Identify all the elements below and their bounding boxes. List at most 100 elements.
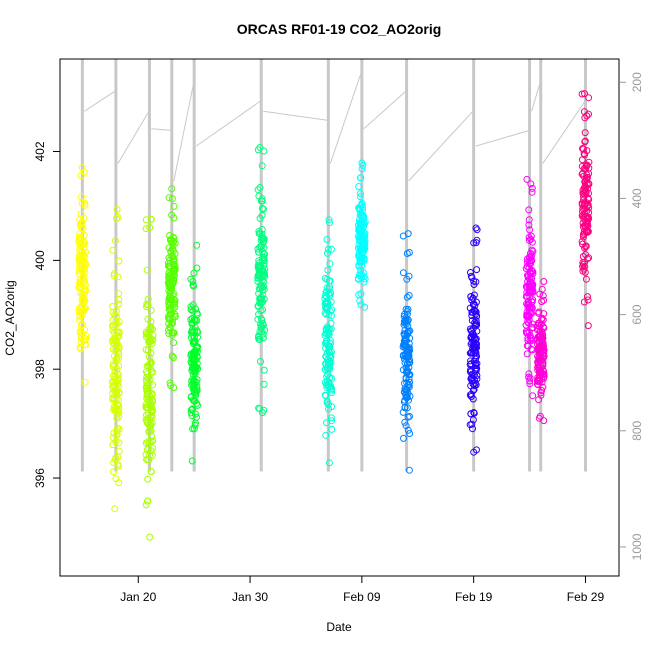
data-point — [322, 431, 330, 439]
data-point — [326, 291, 334, 299]
data-point — [356, 297, 364, 305]
data-point — [149, 444, 157, 452]
data-point — [537, 391, 545, 399]
altitude-connector — [329, 70, 363, 164]
data-point — [112, 475, 120, 483]
data-point — [402, 364, 410, 372]
data-point — [403, 404, 411, 412]
data-point — [187, 275, 195, 283]
data-point — [537, 368, 545, 376]
data-point — [147, 338, 154, 346]
data-point — [473, 226, 481, 234]
data-point — [524, 312, 532, 320]
data-point — [114, 461, 122, 468]
data-point — [401, 334, 409, 342]
data-point — [149, 325, 156, 333]
data-point — [142, 501, 150, 509]
altitude-connector — [173, 80, 195, 182]
data-point — [473, 266, 481, 274]
data-point — [190, 370, 197, 378]
data-point — [115, 462, 123, 470]
data-point — [191, 397, 199, 405]
data-point — [254, 315, 262, 323]
data-point — [192, 364, 200, 372]
data-point — [359, 223, 367, 231]
data-point — [581, 129, 589, 137]
altitude-connector — [151, 128, 172, 131]
data-point — [584, 213, 592, 221]
data-point — [81, 268, 89, 276]
data-point — [533, 380, 541, 388]
data-point — [169, 354, 177, 362]
data-point — [189, 375, 197, 383]
data-point — [259, 321, 267, 329]
data-point — [579, 169, 587, 177]
data-point — [261, 326, 269, 334]
data-point — [527, 235, 535, 243]
data-point — [540, 375, 547, 383]
data-point — [469, 395, 477, 403]
data-point — [114, 380, 122, 388]
data-point — [527, 249, 534, 257]
data-point — [148, 340, 156, 348]
data-point — [110, 459, 118, 467]
data-point — [77, 193, 85, 201]
data-point — [356, 270, 364, 278]
data-point — [361, 303, 369, 311]
data-point — [528, 188, 536, 196]
data-point — [260, 237, 268, 245]
data-point — [76, 216, 84, 224]
data-point — [467, 357, 475, 365]
data-point — [254, 146, 262, 154]
data-point — [188, 320, 196, 328]
data-point — [81, 285, 88, 293]
data-point — [111, 505, 119, 513]
data-point — [189, 425, 197, 433]
data-point — [111, 361, 119, 369]
data-point — [113, 215, 120, 223]
data-point — [323, 305, 331, 313]
y2-tick-label: 600 — [630, 304, 644, 324]
x-tick-label: Feb 09 — [343, 590, 381, 604]
y2-tick-label: 800 — [630, 420, 644, 440]
data-point — [539, 359, 547, 367]
data-point — [78, 199, 86, 207]
data-point — [258, 195, 266, 203]
data-point — [537, 320, 545, 328]
data-point — [115, 257, 123, 265]
data-point — [149, 398, 156, 406]
data-point — [581, 258, 589, 266]
data-point — [261, 265, 269, 273]
data-point — [193, 309, 201, 317]
data-point — [189, 307, 197, 315]
data-point — [165, 194, 173, 202]
data-point — [143, 387, 151, 395]
data-point — [257, 282, 265, 290]
data-point — [403, 275, 411, 283]
data-point — [405, 249, 413, 256]
data-point — [114, 213, 122, 221]
data-point — [254, 271, 262, 279]
data-point — [328, 425, 336, 433]
data-point — [115, 409, 123, 417]
data-point — [578, 156, 586, 164]
data-point — [523, 311, 531, 319]
data-point — [109, 246, 117, 254]
data-point — [401, 327, 409, 335]
data-point — [325, 459, 333, 467]
data-point — [113, 206, 121, 213]
data-point — [403, 379, 411, 387]
data-point — [149, 381, 157, 389]
data-point — [80, 258, 87, 266]
data-point — [529, 288, 537, 296]
altitude-connector — [475, 129, 530, 147]
data-point — [144, 414, 152, 422]
data-point — [401, 310, 408, 318]
data-point — [404, 413, 412, 421]
data-point — [469, 294, 477, 302]
data-point — [468, 339, 476, 347]
data-point — [113, 407, 121, 415]
data-point — [190, 282, 197, 290]
data-point — [147, 324, 155, 332]
data-point — [325, 383, 332, 391]
